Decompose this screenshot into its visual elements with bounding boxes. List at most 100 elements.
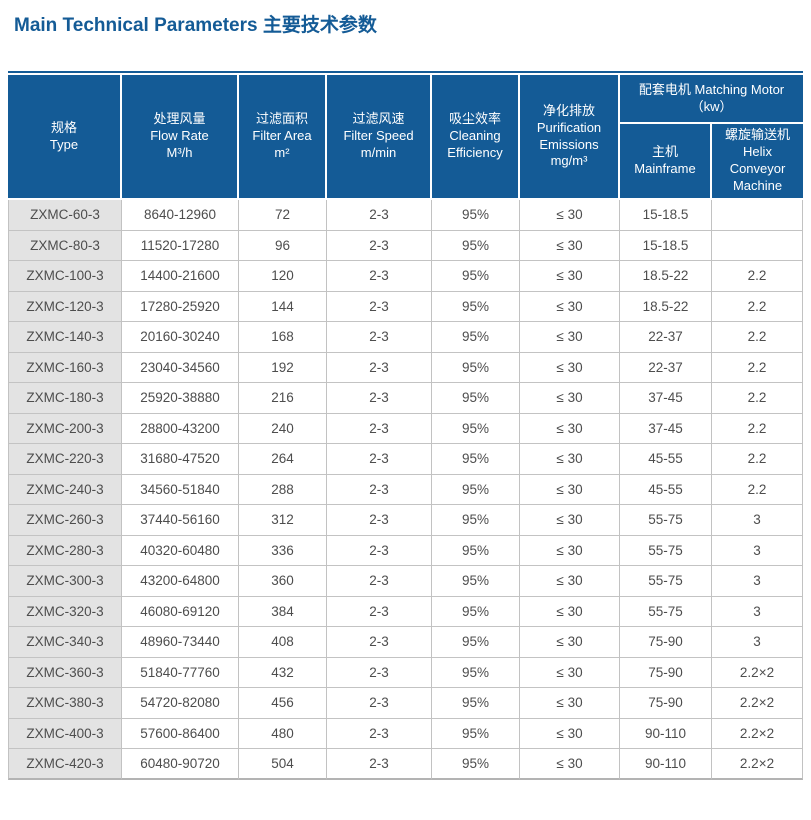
cell-helix: 2.2×2: [712, 718, 804, 749]
cell-efficiency: 95%: [432, 749, 520, 780]
header-purification-emissions: 净化排放 Purification Emissions mg/m³: [520, 75, 620, 200]
parameters-table: 规格 Type 处理风量 Flow Rate M³/h 过滤面积 Filter …: [8, 75, 804, 780]
table-body: ZXMC-60-3 8640-12960 72 2-3 95% ≤ 30 15-18.5 ZX…: [8, 200, 804, 780]
table-row: ZXMC-80-3 11520-17280 96 2-3 95% ≤ 30 15-18.5: [8, 230, 804, 261]
cell-flow: 28800-43200: [122, 413, 239, 444]
cell-area: 432: [239, 657, 327, 688]
cell-helix: 2.2: [712, 383, 804, 414]
header-efficiency-zh: 吸尘效率: [448, 111, 501, 127]
header-flow-zh: 处理风量: [153, 111, 206, 127]
cell-helix: 2.2: [712, 322, 804, 353]
cell-area: 504: [239, 749, 327, 780]
cell-emissions: ≤ 30: [520, 200, 620, 231]
cell-mainframe: 90-110: [620, 749, 712, 780]
cell-type: ZXMC-80-3: [8, 230, 122, 261]
table-row: ZXMC-280-3 40320-60480 336 2-3 95% ≤ 30 55-75 3: [8, 535, 804, 566]
cell-efficiency: 95%: [432, 291, 520, 322]
cell-mainframe: 37-45: [620, 413, 712, 444]
cell-emissions: ≤ 30: [520, 322, 620, 353]
cell-mainframe: 18.5-22: [620, 261, 712, 292]
cell-helix: 2.2: [712, 474, 804, 505]
cell-emissions: ≤ 30: [520, 352, 620, 383]
cell-mainframe: 90-110: [620, 718, 712, 749]
cell-mainframe: 75-90: [620, 627, 712, 658]
cell-helix: 2.2×2: [712, 749, 804, 780]
cell-efficiency: 95%: [432, 230, 520, 261]
cell-speed: 2-3: [327, 230, 432, 261]
cell-helix: 2.2: [712, 444, 804, 475]
cell-flow: 60480-90720: [122, 749, 239, 780]
cell-speed: 2-3: [327, 688, 432, 719]
cell-helix: 2.2: [712, 413, 804, 444]
cell-helix: 3: [712, 627, 804, 658]
cell-efficiency: 95%: [432, 474, 520, 505]
header-matching-motor-group: 配套电机 Matching Motor （kw）: [620, 75, 804, 124]
cell-area: 168: [239, 322, 327, 353]
cell-flow: 23040-34560: [122, 352, 239, 383]
cell-mainframe: 55-75: [620, 505, 712, 536]
cell-emissions: ≤ 30: [520, 596, 620, 627]
table-row: ZXMC-140-3 20160-30240 168 2-3 95% ≤ 30 22-37 2…: [8, 322, 804, 353]
header-area-en: Filter Area: [252, 128, 312, 144]
cell-efficiency: 95%: [432, 688, 520, 719]
cell-flow: 25920-38880: [122, 383, 239, 414]
cell-mainframe: 75-90: [620, 657, 712, 688]
cell-efficiency: 95%: [432, 322, 520, 353]
cell-speed: 2-3: [327, 657, 432, 688]
cell-area: 240: [239, 413, 327, 444]
cell-helix: [712, 200, 804, 231]
cell-flow: 48960-73440: [122, 627, 239, 658]
cell-emissions: ≤ 30: [520, 291, 620, 322]
table-row: ZXMC-320-3 46080-69120 384 2-3 95% ≤ 30 55-75 3: [8, 596, 804, 627]
cell-area: 336: [239, 535, 327, 566]
cell-helix: 2.2: [712, 352, 804, 383]
cell-emissions: ≤ 30: [520, 749, 620, 780]
cell-type: ZXMC-160-3: [8, 352, 122, 383]
table-row: ZXMC-360-3 51840-77760 432 2-3 95% ≤ 30 75-90 2…: [8, 657, 804, 688]
cell-emissions: ≤ 30: [520, 535, 620, 566]
table-row: ZXMC-120-3 17280-25920 144 2-3 95% ≤ 30 18.5-2…: [8, 291, 804, 322]
cell-type: ZXMC-100-3: [8, 261, 122, 292]
cell-area: 312: [239, 505, 327, 536]
header-motor-en: Matching Motor: [694, 81, 785, 97]
cell-area: 72: [239, 200, 327, 231]
cell-mainframe: 55-75: [620, 535, 712, 566]
header-mainframe-zh: 主机: [651, 144, 678, 160]
cell-flow: 11520-17280: [122, 230, 239, 261]
cell-mainframe: 37-45: [620, 383, 712, 414]
cell-flow: 34560-51840: [122, 474, 239, 505]
cell-flow: 54720-82080: [122, 688, 239, 719]
cell-helix: 2.2×2: [712, 657, 804, 688]
cell-type: ZXMC-200-3: [8, 413, 122, 444]
header-area-unit: m²: [274, 144, 290, 160]
header-speed-zh: 过滤风速: [352, 111, 405, 127]
header-emissions-zh: 净化排放: [542, 102, 595, 118]
table-header: 规格 Type 处理风量 Flow Rate M³/h 过滤面积 Filter …: [8, 75, 804, 200]
cell-efficiency: 95%: [432, 505, 520, 536]
cell-efficiency: 95%: [432, 596, 520, 627]
cell-mainframe: 45-55: [620, 444, 712, 475]
cell-helix: 2.2: [712, 261, 804, 292]
cell-mainframe: 55-75: [620, 566, 712, 597]
cell-speed: 2-3: [327, 383, 432, 414]
cell-efficiency: 95%: [432, 352, 520, 383]
cell-mainframe: 22-37: [620, 322, 712, 353]
cell-emissions: ≤ 30: [520, 261, 620, 292]
cell-emissions: ≤ 30: [520, 566, 620, 597]
header-area-zh: 过滤面积: [255, 111, 308, 127]
cell-efficiency: 95%: [432, 383, 520, 414]
table-row: ZXMC-160-3 23040-34560 192 2-3 95% ≤ 30 22-37 2…: [8, 352, 804, 383]
cell-speed: 2-3: [327, 505, 432, 536]
cell-helix: [712, 230, 804, 261]
cell-type: ZXMC-340-3: [8, 627, 122, 658]
table-row: ZXMC-100-3 14400-21600 120 2-3 95% ≤ 30 18.5-2…: [8, 261, 804, 292]
cell-emissions: ≤ 30: [520, 657, 620, 688]
table-top-rule: [8, 71, 803, 73]
cell-area: 216: [239, 383, 327, 414]
cell-speed: 2-3: [327, 444, 432, 475]
table-row: ZXMC-60-3 8640-12960 72 2-3 95% ≤ 30 15-18.5: [8, 200, 804, 231]
cell-area: 384: [239, 596, 327, 627]
cell-helix: 3: [712, 535, 804, 566]
cell-flow: 51840-77760: [122, 657, 239, 688]
cell-type: ZXMC-360-3: [8, 657, 122, 688]
